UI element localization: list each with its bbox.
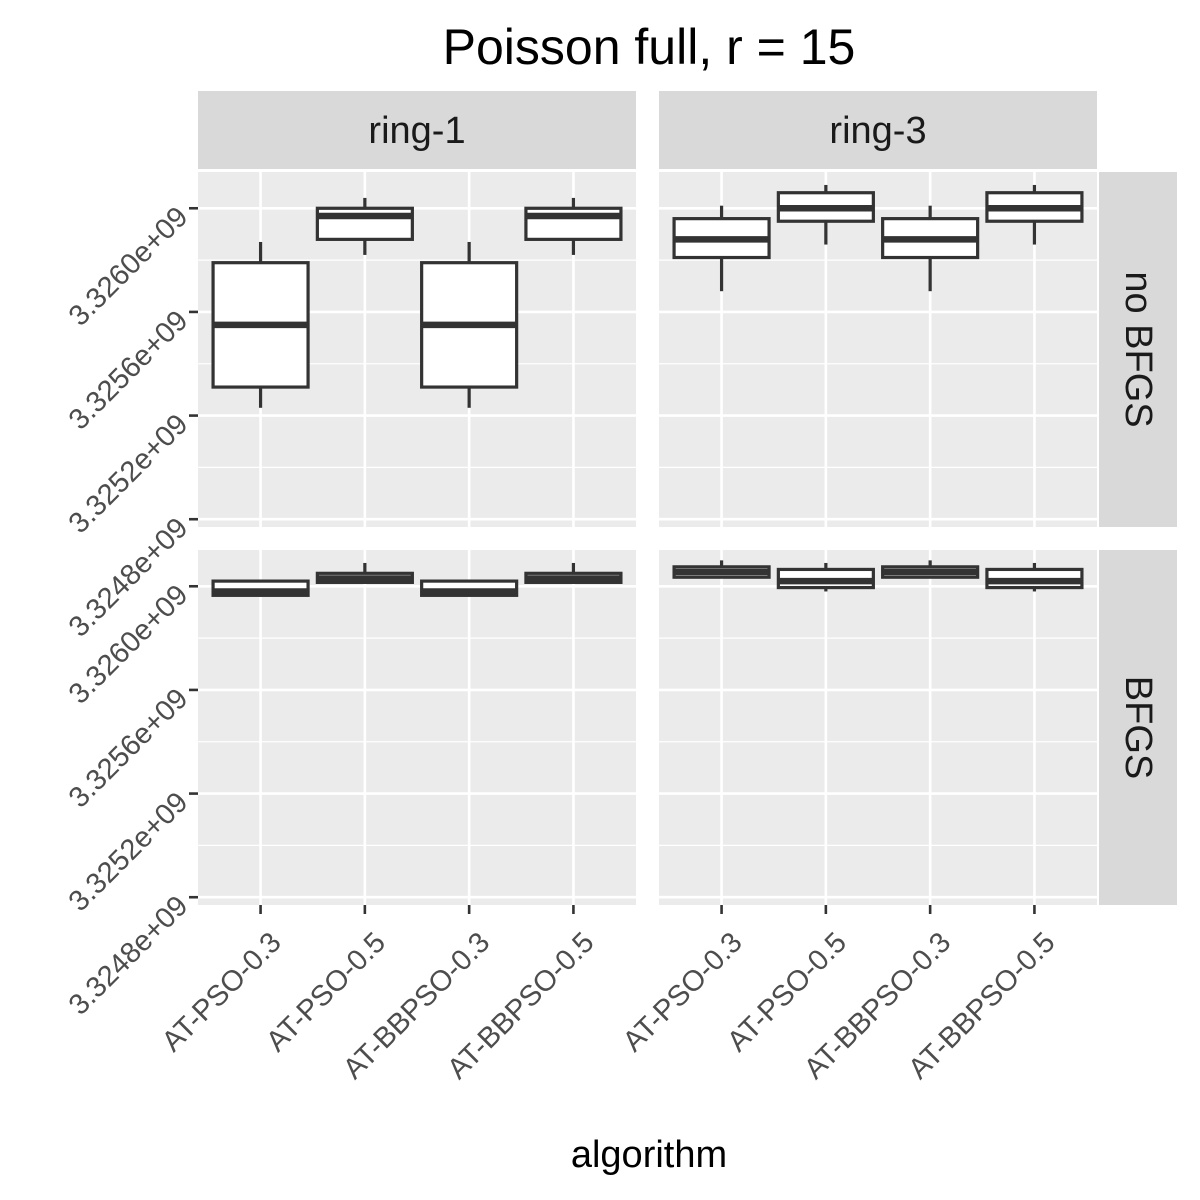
strip-label: BFGS (1117, 676, 1159, 779)
x-axis-title: algorithm (571, 1134, 727, 1176)
box-at-pso-0.5 (776, 184, 875, 245)
box-at-pso-0.3 (672, 560, 771, 579)
box-at-bbpso-0.3 (420, 241, 519, 408)
chart-title: Poisson full, r = 15 (443, 19, 856, 75)
strip-label: no BFGS (1117, 271, 1159, 427)
box-at-pso-0.5 (776, 562, 875, 592)
strip-row-no-bfgs: no BFGS (1099, 172, 1177, 527)
box-at-pso-0.3 (211, 241, 310, 408)
panel-no-bfgs-ring-3 (659, 172, 1097, 527)
panel-bfgs-ring-1 (198, 550, 636, 905)
box-at-bbpso-0.3 (420, 579, 519, 597)
box-at-bbpso-0.3 (881, 205, 980, 292)
box-at-pso-0.5 (315, 197, 414, 255)
strip-background (198, 91, 636, 169)
strip-row-bfgs: BFGS (1099, 550, 1177, 905)
strip-col-ring-3: ring-3 (659, 91, 1097, 169)
strip-label: ring-1 (368, 110, 465, 152)
strip-background (659, 91, 1097, 169)
strip-label: ring-3 (829, 110, 926, 152)
box-at-bbpso-0.5 (524, 197, 623, 255)
box-at-pso-0.5 (315, 562, 414, 584)
box-at-bbpso-0.3 (881, 560, 980, 579)
box-at-pso-0.3 (211, 579, 310, 597)
panel-background (198, 550, 636, 905)
strip-background (1099, 172, 1177, 527)
panel-bfgs-ring-3 (659, 550, 1097, 905)
plot-area: ring-1 ring-3no BFGSBFGS3.3248e+093.3252e… (63, 91, 1177, 1085)
box-at-pso-0.3 (672, 205, 771, 292)
strip-background (1099, 550, 1177, 905)
box-at-bbpso-0.5 (985, 562, 1084, 592)
panel-background (659, 550, 1097, 905)
box-at-bbpso-0.5 (985, 184, 1084, 245)
box-at-bbpso-0.5 (524, 562, 623, 584)
strip-col-ring-1: ring-1 (198, 91, 636, 169)
